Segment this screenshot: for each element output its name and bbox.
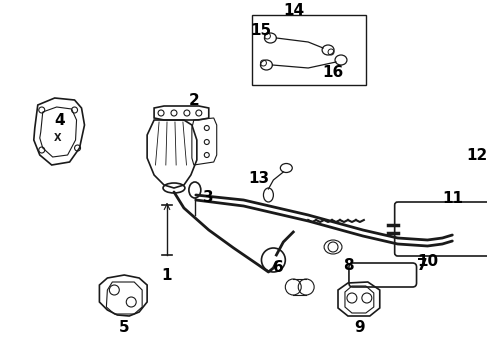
Text: 13: 13 <box>248 171 269 185</box>
Text: 1: 1 <box>162 267 172 283</box>
Text: 11: 11 <box>442 190 463 206</box>
Text: X: X <box>54 133 61 143</box>
Text: 3: 3 <box>203 189 214 204</box>
Text: 2: 2 <box>189 93 199 108</box>
Text: 4: 4 <box>54 113 65 127</box>
Text: 5: 5 <box>119 320 129 336</box>
Text: 7: 7 <box>417 257 428 273</box>
Text: 6: 6 <box>273 261 284 275</box>
Text: 14: 14 <box>284 3 305 18</box>
Bar <box>251 15 366 85</box>
Text: 15: 15 <box>250 23 271 37</box>
Text: 9: 9 <box>355 320 365 336</box>
Text: 10: 10 <box>417 255 438 270</box>
Text: 12: 12 <box>466 148 488 162</box>
Text: 16: 16 <box>322 64 343 80</box>
Text: 8: 8 <box>343 257 353 273</box>
